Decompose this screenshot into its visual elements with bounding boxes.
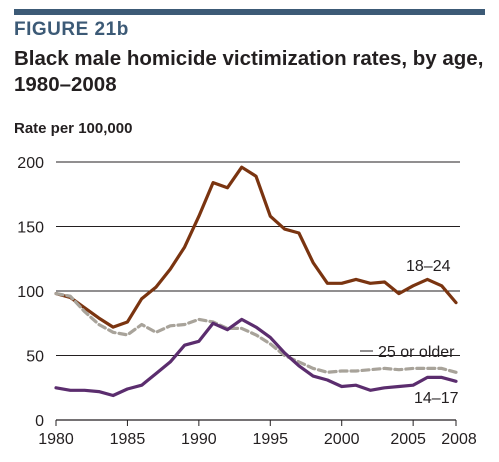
series-label-18-24: 18–24 xyxy=(406,258,451,275)
axes: 0 50 100 150 200 1980 1985 1990 1995 2000 2005 2008 xyxy=(17,155,477,448)
series-18-24-line xyxy=(54,165,458,329)
top-rule xyxy=(14,9,485,15)
gridlines xyxy=(56,161,460,356)
x-tick-label: 1985 xyxy=(110,431,146,448)
x-tick-label: 2000 xyxy=(324,431,360,448)
series-label-14-17: 14–17 xyxy=(414,390,459,407)
y-tick-label: 150 xyxy=(17,220,44,237)
x-tick-label: 2005 xyxy=(390,431,426,448)
y-tick-label: 50 xyxy=(26,349,44,366)
series-label-25-or-older: 25 or older xyxy=(378,344,455,361)
series-labels: 18–24 25 or older 14–17 xyxy=(360,258,459,407)
series-25-or-older-line xyxy=(54,292,458,374)
x-tick-label: 2008 xyxy=(441,431,477,448)
x-tick-label: 1980 xyxy=(38,431,74,448)
series-lines xyxy=(54,165,458,398)
y-tick-label: 0 xyxy=(35,413,44,430)
series-14-17-line xyxy=(54,317,458,398)
y-axis-label: Rate per 100,000 xyxy=(14,120,133,137)
x-tick-label: 1995 xyxy=(252,431,288,448)
figure-label: FIGURE 21b xyxy=(14,19,129,40)
y-tick-label: 100 xyxy=(17,284,44,301)
y-tick-label: 200 xyxy=(17,155,44,172)
chart-title: Black male homicide victimization rates,… xyxy=(14,47,484,96)
x-tick-label: 1990 xyxy=(181,431,217,448)
